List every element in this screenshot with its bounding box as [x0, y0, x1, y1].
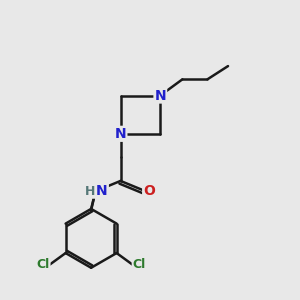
Text: N: N: [96, 184, 108, 198]
Text: H: H: [85, 185, 95, 198]
Text: Cl: Cl: [36, 258, 50, 271]
Text: N: N: [115, 127, 126, 141]
Text: N: N: [154, 88, 166, 103]
Text: O: O: [143, 184, 155, 198]
Text: Cl: Cl: [133, 258, 146, 271]
